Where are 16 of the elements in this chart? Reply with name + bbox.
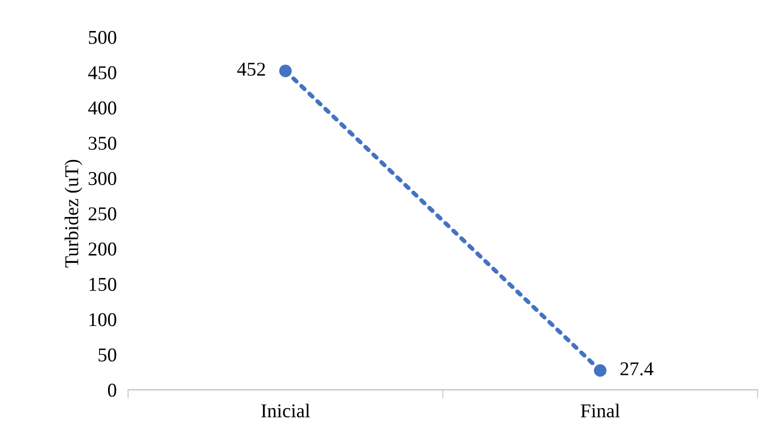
data-label: 452 <box>237 62 265 76</box>
y-tick-label: 450 <box>88 66 116 80</box>
y-tick-label: 0 <box>108 384 116 397</box>
y-tick-label: 350 <box>88 136 116 150</box>
y-tick-label: 200 <box>88 242 116 256</box>
data-label: 27.4 <box>620 362 654 376</box>
y-tick-label: 300 <box>88 172 116 186</box>
y-tick-label: 50 <box>98 348 116 362</box>
y-tick-label: 150 <box>90 278 116 291</box>
x-tick-label: Final <box>580 404 620 418</box>
y-tick-label: 250 <box>88 207 116 220</box>
y-tick-label: 100 <box>90 313 116 326</box>
x-tick-label: Inicial <box>261 404 310 418</box>
y-tick-label: 500 <box>88 30 116 44</box>
y-axis-title: Turbidez (uT) <box>64 160 82 268</box>
y-tick-label: 400 <box>88 101 116 115</box>
